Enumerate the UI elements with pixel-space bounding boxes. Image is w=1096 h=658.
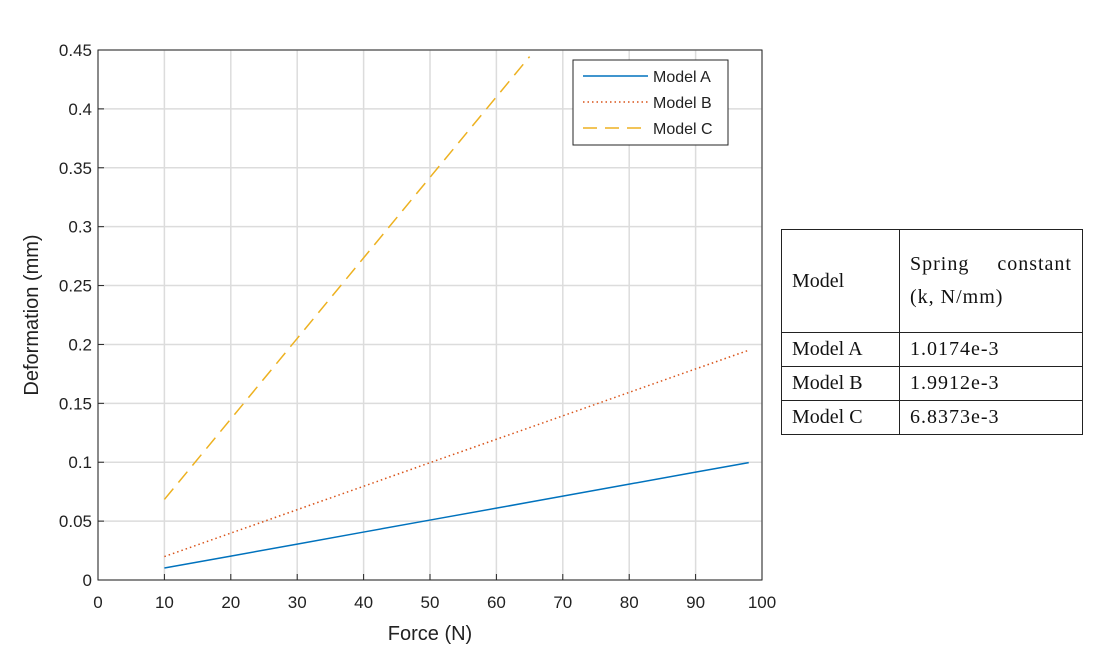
x-tick-label: 90 (686, 593, 705, 612)
legend-label: Model B (653, 95, 712, 112)
table-header: Model (781, 229, 900, 333)
x-tick-label: 80 (620, 593, 639, 612)
table-cell: Model A (781, 332, 900, 367)
x-tick-label: 30 (288, 593, 307, 612)
legend-label: Model C (653, 121, 713, 138)
chart: Force (N) Deformation (mm) 0 10 20 30 40 50 60… (21, 41, 776, 645)
x-tick-label: 40 (354, 593, 373, 612)
series-line (164, 461, 749, 569)
x-tick-label: 20 (221, 593, 240, 612)
x-tick-label: 60 (487, 593, 506, 612)
y-tick-label: 0.2 (68, 335, 92, 354)
y-tick-label: 0.3 (68, 218, 92, 237)
x-tick-label: 50 (421, 593, 440, 612)
series-line (164, 349, 749, 558)
table-header: Spring constant (k, N/mm) (899, 229, 1083, 333)
spring-table: Model Spring constant (k, N/mm) Model A 1.… (781, 229, 1083, 435)
x-axis-label: Force (N) (388, 623, 472, 645)
y-tick-label: 0.15 (59, 394, 92, 413)
table-cell: Model B (781, 366, 900, 401)
x-tick-label: 10 (155, 593, 174, 612)
x-tick-label: 70 (553, 593, 572, 612)
table-cell: Model C (781, 400, 900, 435)
y-axis-label: Deformation (mm) (21, 234, 43, 395)
x-tick-label: 0 (93, 593, 102, 612)
legend-label: Model A (653, 69, 711, 86)
table-cell: 1.0174e-3 (899, 332, 1083, 367)
x-tick-label: 100 (748, 593, 776, 612)
y-tick-label: 0.1 (68, 453, 92, 472)
y-tick-label: 0.25 (59, 277, 92, 296)
y-tick-label: 0.35 (59, 159, 92, 178)
table-cell: 6.8373e-3 (899, 400, 1083, 435)
y-tick-label: 0.4 (68, 100, 92, 119)
table-cell: 1.9912e-3 (899, 366, 1083, 401)
legend-box (572, 59, 729, 146)
series-line (163, 56, 531, 500)
y-tick-label: 0.05 (59, 512, 92, 531)
y-tick-label: 0 (83, 571, 92, 590)
y-tick-label: 0.45 (59, 41, 92, 60)
